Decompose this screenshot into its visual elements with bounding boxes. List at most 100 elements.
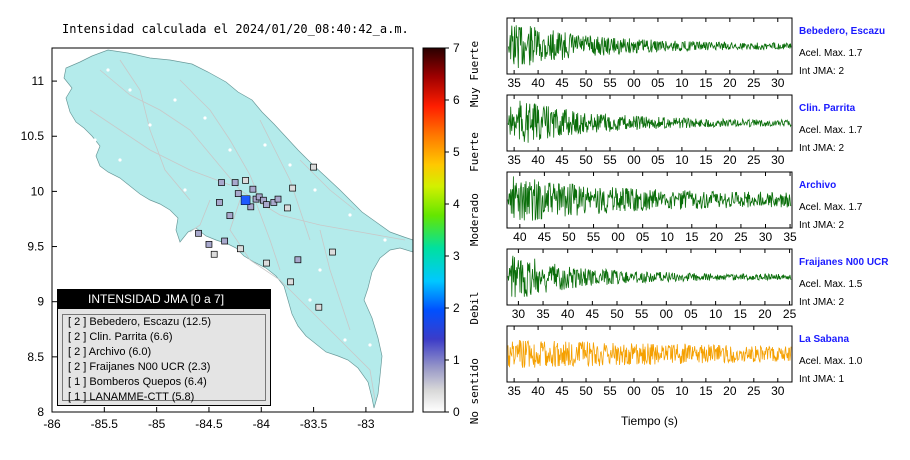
colorbar-tick-label: 7 [453,41,460,55]
station-square [234,190,242,197]
map-y-tick-label: 8 [37,405,44,419]
trace-tick-label: 30 [759,230,773,244]
station-square [329,248,336,256]
trace-int-jma: Int JMA: 1 [799,374,844,385]
trace-tick-label: 00 [611,230,625,244]
trace-int-jma: Int JMA: 2 [799,66,844,77]
colorbar-tick-label: 1 [453,353,460,367]
trace-tick-label: 05 [684,307,698,321]
trace-tick-label: 40 [561,307,575,321]
colorbar-category-label: Muy Fuerte [468,41,481,107]
station-square [287,278,294,286]
map-y-tick-label: 9.5 [27,240,44,254]
colorbar-ticks: 0 1 2 3 4 5 6 7 [445,41,460,419]
trace-tick-label: 55 [603,76,617,90]
trace-tick-label: 15 [699,76,713,90]
trace-station-name: Fraijanes N00 UCR [799,257,889,268]
trace-tick-label: 40 [513,230,527,244]
colorbar-tick-label: 2 [453,301,460,315]
trace-tick-label: 25 [747,76,761,90]
map-x-tick-label: -84.5 [195,417,223,431]
trace-int-jma: Int JMA: 2 [799,220,844,231]
trace-waveform [507,339,792,368]
colorbar-category-label: No sentido [468,358,481,424]
trace-tick-label: 55 [635,307,649,321]
trace-tick-label: 25 [734,230,748,244]
station-square [195,229,202,237]
colorbar-category-label: Moderado [468,193,481,246]
trace-station-name: Bebedero, Escazu [799,26,885,37]
intensity-colorbar [422,47,446,413]
time-axis-title: Tiempo (s) [621,414,678,428]
station-square [294,256,302,264]
station-square [247,203,255,211]
station-square [226,212,234,220]
map-x-tick-label: -85 [148,417,166,431]
colorbar-categories: No sentido Debil Moderado Fuerte Muy Fuerte [468,41,481,424]
trace-tick-label: 20 [758,307,772,321]
legend-item: [ 2 ] Bebedero, Escazu (12.5) [68,316,212,328]
trace-tick-label: 10 [675,153,689,167]
waveform-trace: 40 45 50 55 00 05 10 15 20 25 30 35 Archivo Acel. Max… [506,171,863,244]
trace-tick-label: 05 [636,230,650,244]
map-y-tick-label: 11 [32,74,45,88]
map-x-tick-label: -83.5 [300,417,328,431]
map-x-tick-label: -85.5 [91,417,119,431]
colorbar-category-label: Fuerte [468,132,481,172]
trace-waveform [507,25,792,69]
trace-tick-label: 15 [685,230,699,244]
legend-item: [ 2 ] Archivo (6.0) [68,346,152,358]
trace-accel-max: Acel. Max. 1.0 [799,356,863,367]
trace-accel-max: Acel. Max. 1.7 [799,48,863,59]
trace-tick-label: 00 [627,384,641,398]
trace-accel-max: Acel. Max. 1.7 [799,202,863,213]
map-y-tick-label: 10.5 [21,129,45,143]
station-square [242,177,249,184]
trace-tick-label: 50 [579,153,593,167]
trace-tick-label: 30 [771,384,785,398]
trace-tick-label: 45 [538,230,552,244]
trace-tick-label: 00 [627,76,641,90]
trace-tick-label: 15 [734,307,748,321]
trace-waveform [507,100,792,143]
map-x-tick-label: -84 [253,417,271,431]
trace-tick-label: 40 [531,384,545,398]
trace-tick-label: 30 [771,76,785,90]
trace-tick-label: 50 [579,76,593,90]
station-square [284,204,291,212]
station-square [218,179,225,186]
trace-tick-label: 50 [579,384,593,398]
trace-station-name: Clin. Parrita [799,103,856,114]
map-y-tick-label: 8.5 [27,350,44,364]
waveform-trace: 35 40 45 50 55 00 05 10 15 20 25 30 Bebedero, Escazu… [506,17,885,90]
trace-tick-label: 15 [699,384,713,398]
trace-tick-label: 20 [723,153,737,167]
map-title: Intensidad calculada el 2024/01/20_08:40… [62,22,409,36]
colorbar-tick-label: 4 [453,197,460,211]
colorbar-tick-label: 6 [453,93,460,107]
colorbar-tick-label: 5 [453,145,460,159]
trace-tick-label: 50 [562,230,576,244]
trace-tick-label: 10 [709,307,723,321]
trace-station-name: Archivo [799,180,836,191]
waveform-trace: 35 40 45 50 55 00 05 10 15 20 25 30 La Sabana Acel. M… [506,325,863,398]
map-x-tick-label: -83 [357,417,375,431]
station-square [263,259,270,267]
map-y-tick-label: 9 [37,295,44,309]
trace-tick-label: 05 [651,76,665,90]
trace-tick-label: 45 [555,384,569,398]
station-square [231,179,239,186]
trace-tick-label: 00 [660,307,674,321]
trace-tick-label: 35 [507,153,521,167]
map-x-tick-label: -86 [43,417,61,431]
station-square [249,185,257,193]
station-square [315,303,323,311]
trace-tick-label: 05 [651,384,665,398]
trace-accel-max: Acel. Max. 1.5 [799,279,863,290]
station-square [263,201,270,208]
legend-item: [ 1 ] Bomberos Quepos (6.4) [68,376,207,388]
trace-tick-label: 35 [783,230,797,244]
station-square [310,163,317,171]
legend-item: [ 2 ] Clin. Parrita (6.6) [68,331,173,343]
